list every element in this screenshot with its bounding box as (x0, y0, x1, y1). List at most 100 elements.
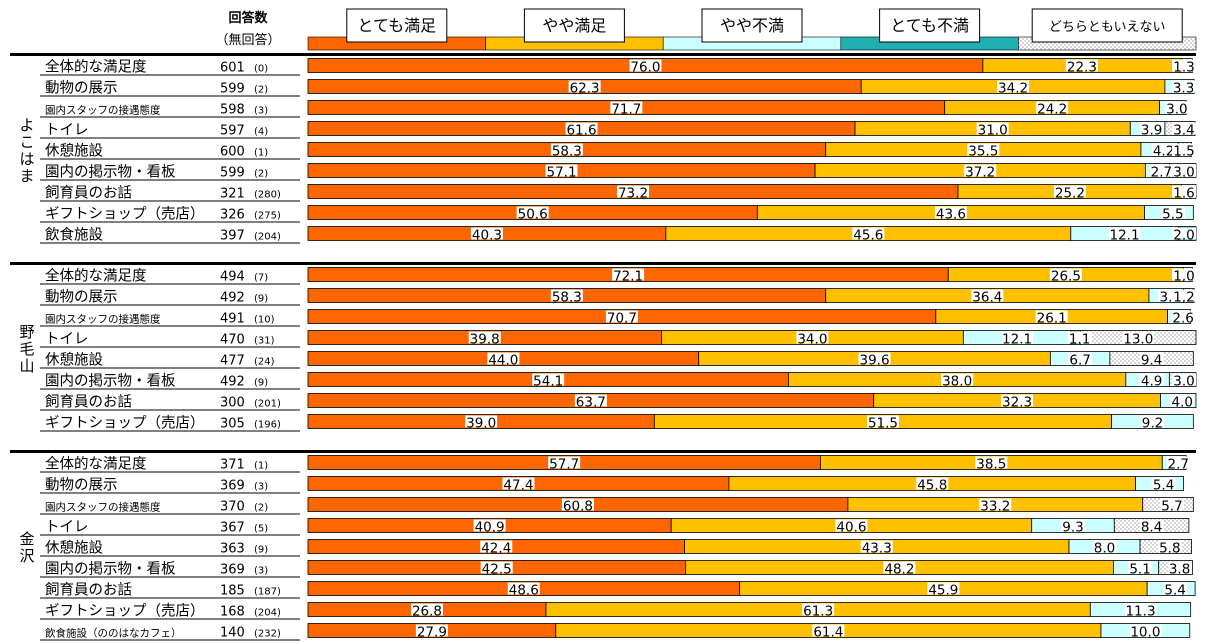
data-label: 61.4 (813, 625, 843, 641)
data-label: 9.2 (1142, 416, 1163, 432)
data-label: 48.2 (884, 562, 914, 578)
data-label-background (1151, 143, 1176, 156)
data-label-background (1172, 289, 1196, 302)
response-count: 599 (220, 82, 245, 97)
data-label-background (629, 59, 662, 72)
data-label: 2.0 (1173, 228, 1194, 244)
data-label-background (550, 289, 583, 302)
data-label-background (610, 101, 643, 114)
response-count: 491 (220, 312, 245, 327)
row-label: 園内スタッフの接遇態度 (45, 104, 161, 117)
no-response-count: (1) (254, 148, 268, 159)
data-label: 58.3 (552, 290, 582, 306)
data-label-background (415, 624, 448, 637)
data-label: 1.0 (1173, 269, 1194, 285)
data-label: 60.8 (563, 499, 593, 515)
row-label: トイレ (45, 332, 89, 348)
data-label-background (1049, 268, 1082, 281)
no-response-count: (9) (254, 545, 268, 556)
response-count: 371 (220, 458, 245, 473)
row-label: 全体的な満足度 (45, 58, 147, 76)
data-label-background (927, 582, 960, 595)
no-response-count: (232) (254, 629, 281, 640)
data-label: 57.1 (546, 165, 576, 181)
legend-label: やや不満 (720, 16, 784, 35)
data-label: 32.3 (1002, 395, 1032, 411)
data-label: 39.8 (470, 332, 500, 348)
data-label-background (1053, 185, 1086, 198)
data-label: 35.5 (968, 144, 998, 160)
data-label: 5.4 (1164, 583, 1185, 599)
data-label-background (835, 519, 868, 532)
row-label: ギフトショップ（売店） (45, 415, 205, 432)
data-label-background (866, 415, 899, 428)
data-label-background (979, 498, 1012, 511)
data-label: 1.1 (1069, 332, 1090, 348)
response-count: 494 (220, 270, 245, 285)
legend-label: とても満足 (357, 16, 436, 35)
data-label: 61.6 (566, 123, 596, 139)
row-label: 飲食施設（ののはなカフェ） (45, 627, 182, 640)
data-label-background (1036, 101, 1069, 114)
data-label: 54.1 (533, 374, 563, 390)
response-count: 600 (220, 145, 245, 160)
legend-label: とても不満 (890, 16, 969, 35)
data-label-background (1139, 352, 1164, 365)
data-label: 70.7 (607, 311, 637, 327)
no-response-count: (4) (254, 127, 268, 138)
data-label-background (1151, 477, 1176, 490)
legend-label-box (879, 8, 981, 43)
row-label: 飲食施設 (45, 227, 103, 244)
data-label: 43.6 (936, 207, 966, 223)
no-response-count: (3) (254, 566, 268, 577)
row-label: ギフトショップ（売店） (45, 603, 205, 620)
data-label: 63.7 (576, 395, 606, 411)
data-label-background (1108, 227, 1141, 240)
no-response-count: (9) (254, 294, 268, 305)
data-label: 1.5 (1173, 144, 1194, 160)
data-label: 6.7 (1069, 353, 1090, 369)
group-label-char: こ (19, 133, 34, 151)
data-label: 50.6 (518, 207, 548, 223)
no-response-count: (7) (254, 273, 268, 284)
data-label: 42.4 (481, 541, 511, 557)
data-label: 4.0 (1171, 395, 1192, 411)
data-label-background (1172, 227, 1196, 240)
response-count: 363 (220, 542, 245, 557)
data-label-background (812, 624, 845, 637)
data-label: 26.8 (412, 604, 442, 620)
data-label: 48.6 (509, 583, 539, 599)
data-label-background (967, 143, 1000, 156)
no-response-count: (31) (254, 336, 275, 347)
response-count: 597 (220, 124, 245, 139)
data-label: 27.9 (417, 625, 447, 641)
data-label: 1.6 (1173, 186, 1194, 202)
data-label-background (1166, 456, 1191, 469)
data-label-background (1172, 143, 1196, 156)
response-count: 470 (220, 333, 245, 348)
data-label: 37.2 (965, 165, 995, 181)
data-label: 31.0 (978, 123, 1008, 139)
data-label-background (550, 143, 583, 156)
data-label-background (1160, 206, 1185, 219)
data-label: 4.2 (1153, 144, 1174, 160)
data-label-background (1164, 101, 1189, 114)
data-label-background (487, 352, 520, 365)
data-label: 3.9 (1141, 123, 1162, 139)
legend-label-box (701, 8, 803, 43)
data-label-background (410, 603, 443, 616)
no-response-count: (1) (254, 461, 268, 472)
data-label-background (1172, 59, 1196, 72)
data-label: 2.6 (1172, 311, 1193, 327)
response-count: 492 (220, 375, 245, 390)
data-label-background (1172, 164, 1196, 177)
data-label: 3.8 (1169, 562, 1190, 578)
row-label: 休憩施設 (45, 540, 103, 557)
data-label-background (1172, 268, 1196, 281)
data-label: 26.5 (1051, 269, 1081, 285)
response-count: 168 (220, 605, 245, 620)
data-label: 34.2 (998, 81, 1028, 97)
row-label: ギフトショップ（売店） (45, 206, 205, 223)
data-label: 8.4 (1141, 520, 1162, 536)
